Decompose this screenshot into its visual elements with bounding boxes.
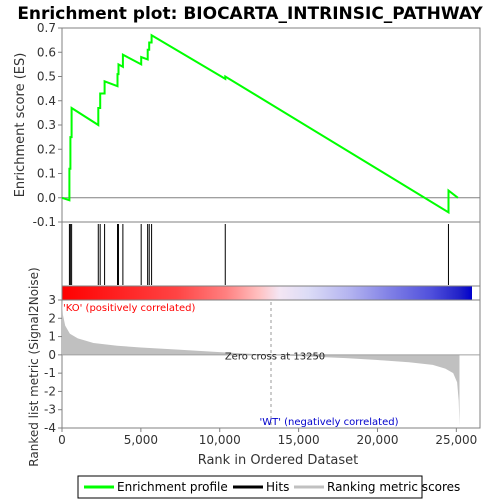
ranking-y-tick-label: -3 — [44, 403, 56, 417]
x-tick-label: 10,000 — [199, 433, 241, 447]
hits-panel — [61, 221, 481, 287]
legend-hits-label: Hits — [266, 480, 289, 494]
hit-markers — [68, 224, 449, 285]
ranking-y-axis-label: Ranked list metric (Signal2Noise) — [27, 267, 41, 466]
es-y-tick-label: 0.5 — [37, 70, 56, 84]
legend-ranking-metric-label: Ranking metric scores — [327, 480, 460, 494]
es-y-tick-label: 0.1 — [37, 167, 56, 181]
chart-title: Enrichment plot: BIOCARTA_INTRINSIC_PATH… — [17, 4, 483, 24]
ranking-y-tick-label: 1 — [48, 330, 56, 344]
legend: Enrichment profile Hits Ranking metric s… — [77, 475, 460, 499]
x-tick-label: 0 — [58, 433, 66, 447]
es-y-tick-label: 0.6 — [37, 45, 56, 59]
es-y-axis-label: Enrichment score (ES) — [13, 53, 28, 198]
ranking-y-tick-label: 2 — [48, 311, 56, 325]
legend-enrichment-profile-label: Enrichment profile — [117, 480, 228, 494]
enrichment-profile-line — [61, 33, 459, 215]
ranking-y-tick-label: -1 — [44, 366, 56, 380]
ranking-y-tick-label: 3 — [48, 293, 56, 307]
hits-panel-frame — [61, 221, 481, 287]
ranking-x-axis-ticks: 0 5,000 10,000 15,000 20,000 25,000 — [58, 428, 477, 447]
rank-color-bar — [61, 285, 481, 301]
ranking-y-axis-ticks: 3 2 1 0 -1 -2 -3 -4 — [44, 293, 62, 435]
es-y-tick-label: -0.1 — [33, 215, 56, 229]
x-axis-label: Rank in Ordered Dataset — [198, 453, 359, 468]
x-tick-label: 25,000 — [435, 433, 477, 447]
x-tick-label: 15,000 — [278, 433, 320, 447]
es-y-tick-label: 0.0 — [37, 191, 56, 205]
es-panel: 0.7 0.6 0.5 0.4 0.3 0.2 0.1 0.0 -0.1 Enrichment … — [13, 21, 481, 229]
ranking-y-tick-label: -2 — [44, 384, 56, 398]
x-tick-label: 20,000 — [356, 433, 398, 447]
ranking-y-tick-label: -4 — [44, 421, 56, 435]
es-y-tick-label: 0.7 — [37, 21, 56, 35]
ranking-panel: Zero cross at 13250 'KO' (positively cor… — [27, 267, 481, 468]
es-y-tick-label: 0.2 — [37, 142, 56, 156]
positive-correlation-label: 'KO' (positively correlated) — [63, 303, 195, 314]
zero-cross-label: Zero cross at 13250 — [225, 351, 325, 362]
rank-color-bar-fill — [62, 286, 472, 300]
negative-correlation-label: 'WT' (negatively correlated) — [259, 417, 398, 428]
es-y-tick-label: 0.3 — [37, 118, 56, 132]
es-y-axis-ticks: 0.7 0.6 0.5 0.4 0.3 0.2 0.1 0.0 -0.1 — [33, 21, 62, 229]
ranking-y-tick-label: 0 — [48, 348, 56, 362]
x-tick-label: 5,000 — [124, 433, 158, 447]
es-y-tick-label: 0.4 — [37, 94, 56, 108]
